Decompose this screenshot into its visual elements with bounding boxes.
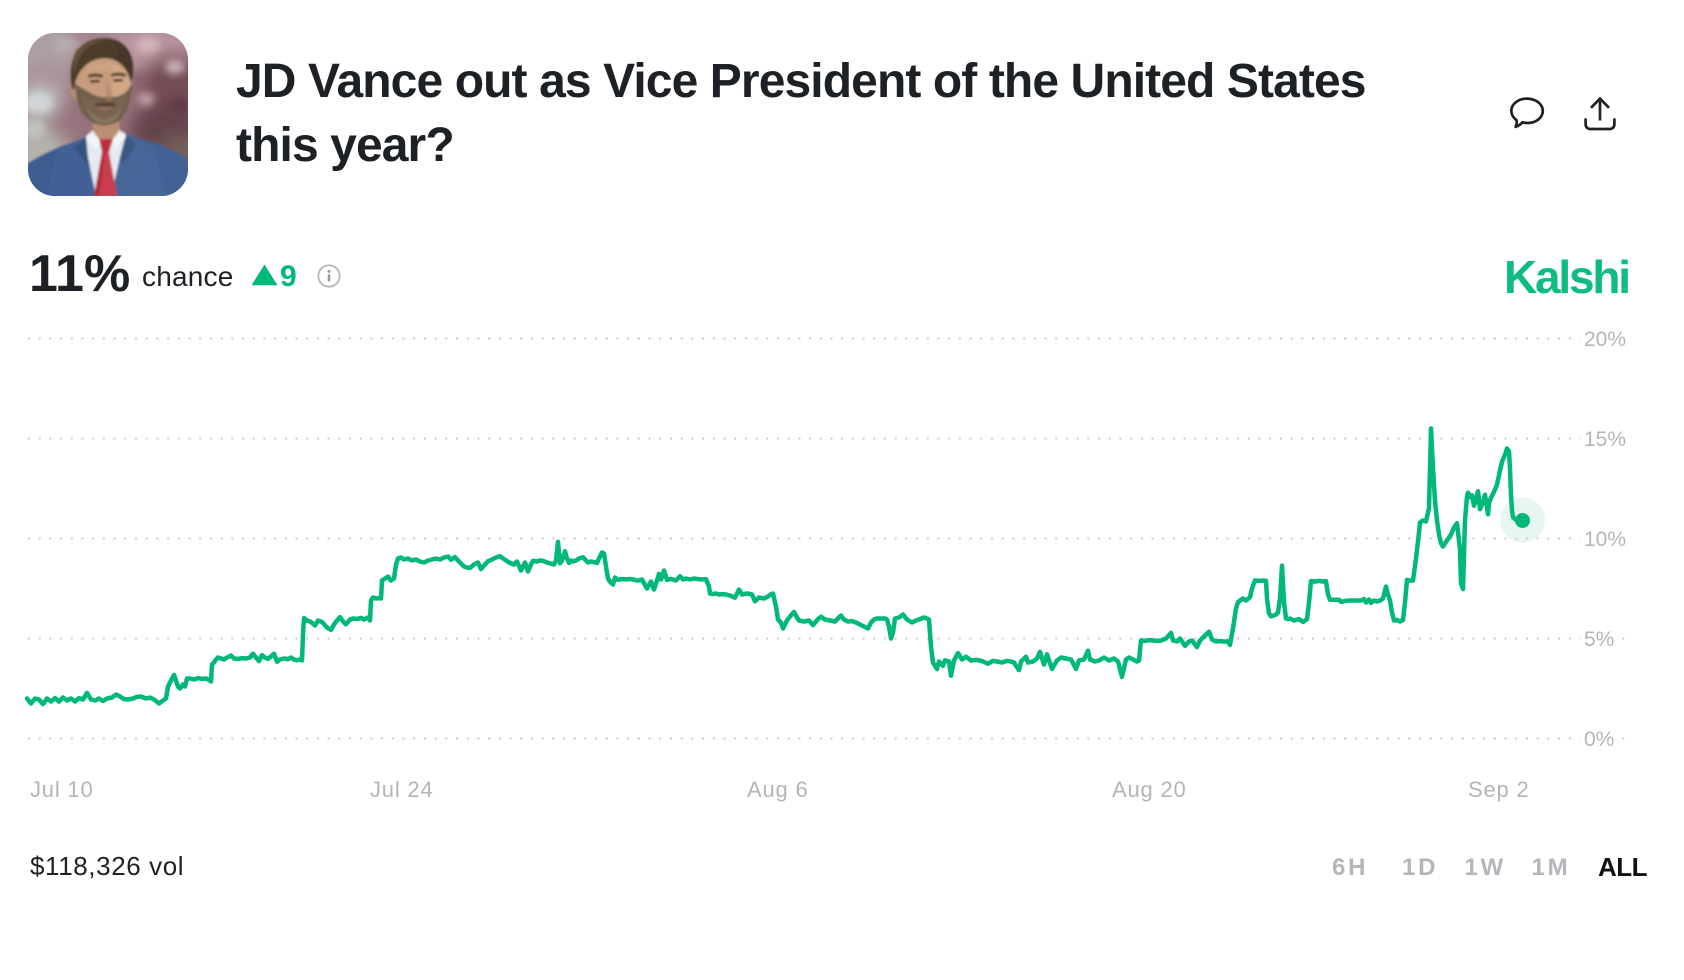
svg-text:15%: 15% — [1584, 428, 1626, 451]
svg-text:0%: 0% — [1584, 728, 1614, 751]
svg-text:5%: 5% — [1584, 628, 1614, 651]
svg-text:20%: 20% — [1584, 328, 1626, 351]
svg-text:10%: 10% — [1584, 528, 1626, 551]
